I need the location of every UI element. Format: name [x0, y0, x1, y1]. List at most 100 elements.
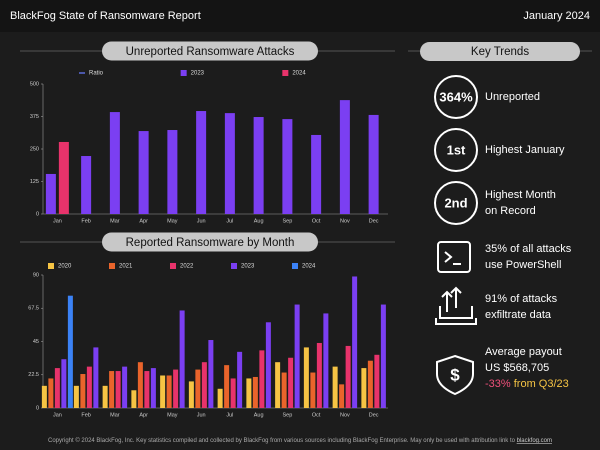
x-tick-label: May	[167, 412, 178, 418]
bar	[282, 119, 293, 214]
bar	[237, 351, 243, 408]
bar	[73, 385, 79, 408]
bar	[45, 173, 56, 214]
y-tick-label: 500	[30, 81, 39, 87]
header-title: BlackFog State of Ransomware Report	[10, 10, 201, 22]
badge: 1st	[447, 142, 466, 157]
y-tick-label: 0	[36, 211, 39, 217]
bar	[332, 366, 338, 408]
trend-text: Average payout	[485, 346, 562, 358]
bar	[311, 134, 322, 214]
bar	[259, 350, 265, 408]
header-date: January 2024	[523, 10, 590, 22]
x-tick-label: Nov	[340, 218, 350, 224]
bar	[115, 371, 121, 408]
bar	[109, 371, 115, 408]
bar	[367, 360, 373, 408]
bar	[288, 357, 294, 408]
bar	[144, 371, 150, 408]
bar	[167, 130, 178, 214]
x-tick-label: Oct	[312, 218, 321, 224]
trend-text: use PowerShell	[485, 259, 561, 271]
bar	[173, 369, 179, 408]
bar	[54, 368, 60, 408]
bar	[310, 372, 316, 408]
bar	[137, 362, 143, 408]
y-tick-label: 375	[30, 114, 39, 120]
legend-marker	[292, 263, 298, 269]
pill	[102, 232, 318, 252]
bar	[303, 347, 309, 408]
x-tick-label: Mar	[110, 218, 120, 224]
bar	[224, 365, 230, 408]
bar	[131, 390, 137, 408]
bar	[80, 374, 86, 408]
badge: 364%	[439, 89, 473, 104]
x-tick-label: Jul	[226, 218, 233, 224]
bar	[253, 117, 264, 214]
bar	[41, 385, 47, 408]
legend-label: 2020	[58, 264, 72, 270]
legend-label: 2023	[191, 71, 205, 77]
x-tick-label: Aug	[254, 412, 264, 418]
x-tick-label: Dec	[369, 218, 379, 224]
bar	[201, 362, 207, 408]
bar	[339, 100, 350, 214]
legend-label: Ratio	[89, 71, 104, 77]
bar	[374, 354, 380, 408]
legend-label: 2024	[302, 264, 316, 270]
bar	[102, 385, 108, 408]
bar	[294, 304, 300, 408]
y-tick-label: 250	[30, 146, 39, 152]
legend-label: 2024	[292, 71, 306, 77]
shield-icon	[436, 354, 474, 396]
terminal-icon	[437, 241, 471, 273]
bar	[368, 114, 379, 214]
legend-marker	[109, 263, 115, 269]
trend-text: on Record	[485, 205, 536, 217]
trend-change: -33% from Q3/23	[485, 378, 569, 390]
footer-link: blackfog.com	[517, 438, 552, 444]
x-tick-label: Sep	[282, 412, 292, 418]
badge: 2nd	[444, 195, 467, 210]
badge-circle	[434, 128, 478, 172]
bar	[188, 381, 194, 408]
bar	[196, 111, 207, 214]
trend-text: Unreported	[485, 91, 540, 103]
bar	[67, 295, 73, 408]
trend-text: exfiltrate data	[485, 309, 552, 321]
bar	[86, 366, 92, 408]
legend-marker	[282, 70, 289, 76]
bar	[265, 322, 271, 408]
legend-marker	[180, 70, 187, 76]
y-tick-label: 45	[33, 339, 39, 345]
bar	[58, 141, 69, 214]
bar	[224, 113, 235, 214]
x-tick-label: Oct	[312, 412, 321, 418]
x-tick-label: May	[167, 218, 178, 224]
chart-title: Unreported Ransomware Attacks	[126, 46, 295, 58]
y-tick-label: 22.5	[28, 372, 39, 378]
pill	[102, 41, 318, 61]
bar	[281, 372, 287, 408]
legend-marker	[48, 263, 54, 269]
change-note: from Q3/23	[514, 378, 569, 390]
bar	[275, 362, 281, 408]
bar	[195, 369, 201, 408]
x-tick-label: Jan	[53, 218, 62, 224]
x-tick-label: Apr	[139, 218, 148, 224]
footer: Copyright © 2024 BlackFog, Inc. Key stat…	[48, 437, 552, 444]
bar	[93, 347, 99, 408]
x-tick-label: Feb	[81, 412, 90, 418]
bar	[208, 340, 214, 408]
bar	[352, 276, 358, 408]
legend-label: 2023	[241, 264, 255, 270]
bar	[316, 342, 322, 408]
trend-text: 35% of all attacks	[485, 243, 572, 255]
dollar-sign: $	[450, 365, 460, 384]
y-tick-label: 90	[33, 272, 39, 278]
bar	[361, 368, 367, 408]
y-tick-label: 0	[36, 405, 39, 411]
